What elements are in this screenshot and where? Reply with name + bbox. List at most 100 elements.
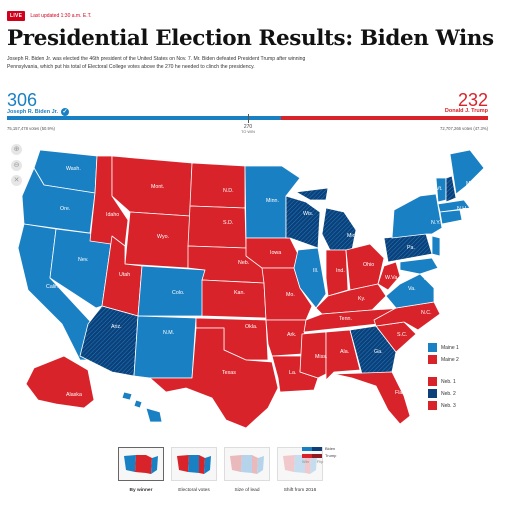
state-label: N.C. bbox=[421, 310, 432, 316]
state-label: Wash. bbox=[66, 166, 81, 172]
state-tx[interactable] bbox=[149, 327, 279, 429]
state-wy[interactable] bbox=[124, 211, 191, 269]
view-tab[interactable]: By winner bbox=[118, 447, 164, 493]
state-label: Mo. bbox=[286, 292, 295, 298]
state-label: Calif. bbox=[46, 284, 58, 290]
district-label: Neb. 1 bbox=[441, 378, 456, 385]
biden-name: Joseph R. Biden Jr. ✓ bbox=[7, 108, 70, 116]
state-label: Miss. bbox=[315, 354, 327, 360]
state-label: Wyo. bbox=[157, 234, 169, 240]
legend-key-dem: Biden bbox=[302, 446, 335, 451]
state-ga[interactable] bbox=[349, 325, 397, 375]
map-view-tabs: By winner Electoral votes Size of lead Shif… bbox=[118, 447, 323, 493]
state-ms[interactable] bbox=[299, 331, 327, 379]
state-az[interactable] bbox=[79, 305, 139, 377]
biden-bar-fill bbox=[7, 116, 281, 120]
view-tab-thumbnail bbox=[277, 447, 323, 481]
view-tab[interactable]: Shift from 2016 bbox=[277, 447, 323, 493]
state-label: Hawaii bbox=[173, 410, 189, 416]
state-al[interactable] bbox=[325, 329, 361, 381]
state-label: Fla. bbox=[395, 390, 404, 396]
flip-key-label: Flip bbox=[316, 459, 324, 464]
district-label: Neb. 3 bbox=[441, 402, 456, 409]
state-nm[interactable] bbox=[133, 315, 197, 379]
state-label: S.C. bbox=[397, 332, 407, 338]
biden-popular-vote: 75,157,478 votes (50.9%) bbox=[7, 126, 55, 131]
state-ma[interactable] bbox=[437, 199, 471, 213]
district-legend-item: Neb. 1 bbox=[428, 377, 456, 386]
summary-text: Joseph R. Biden Jr. was elected the 46th… bbox=[7, 56, 306, 71]
state-md-de[interactable] bbox=[399, 257, 439, 275]
zoom-out-icon[interactable]: ⊖ bbox=[11, 160, 22, 171]
state-sd[interactable] bbox=[187, 205, 247, 249]
live-badge: LIVE bbox=[7, 11, 26, 21]
view-tab-label: Shift from 2016 bbox=[283, 488, 317, 493]
page-title: Presidential Election Results: Biden Win… bbox=[7, 26, 494, 51]
close-icon[interactable]: ✕ bbox=[11, 175, 22, 186]
winner-check-icon: ✓ bbox=[61, 108, 70, 116]
biden-name-label: Joseph R. Biden Jr. bbox=[7, 109, 59, 115]
state-ct-ri[interactable] bbox=[439, 209, 463, 225]
district-legend-item: Maine 1 bbox=[428, 343, 459, 352]
view-tab-thumbnail bbox=[171, 447, 217, 481]
trump-bar-fill bbox=[280, 116, 488, 120]
state-ks[interactable] bbox=[201, 279, 267, 319]
state-label: N.D. bbox=[223, 188, 234, 194]
state-label: Mich. bbox=[347, 233, 360, 239]
district-swatch bbox=[428, 377, 437, 386]
gop-key-label: Trump bbox=[325, 453, 337, 458]
state-label: Utah bbox=[119, 272, 130, 278]
state-label: Mass. bbox=[467, 216, 481, 222]
state-hi[interactable] bbox=[121, 391, 163, 423]
state-label: Ky. bbox=[358, 296, 365, 302]
district-label: Maine 2 bbox=[441, 356, 459, 363]
district-label: Maine 1 bbox=[441, 344, 459, 351]
state-wv[interactable] bbox=[377, 261, 401, 291]
threshold-marker bbox=[248, 114, 249, 123]
state-label: Neb. bbox=[238, 260, 249, 266]
state-ny[interactable] bbox=[391, 193, 443, 239]
state-ak[interactable] bbox=[25, 355, 95, 409]
state-fl[interactable] bbox=[333, 371, 411, 425]
district-legend-item: Neb. 2 bbox=[428, 389, 456, 398]
state-label: Colo. bbox=[172, 290, 184, 296]
state-label: W.Va. bbox=[385, 275, 399, 281]
state-va[interactable] bbox=[385, 273, 435, 309]
state-nh[interactable] bbox=[445, 175, 457, 203]
us-election-map[interactable]: Wash. Ore. Calif. Nev. Idaho Mont. Wyo. Utah Ari… bbox=[0, 138, 515, 430]
dem-key-label: Biden bbox=[325, 446, 336, 451]
state-nd[interactable] bbox=[189, 162, 246, 209]
view-tab[interactable]: Electoral votes bbox=[171, 447, 217, 493]
legend-key-gop: Trump bbox=[302, 453, 336, 458]
view-tab[interactable]: Size of lead bbox=[224, 447, 270, 493]
state-label: Alaska bbox=[66, 392, 82, 398]
state-label: Tenn. bbox=[339, 316, 352, 322]
state-label: Vt. bbox=[436, 186, 442, 192]
trump-popular-vote: 72,707,266 votes (47.3%) bbox=[440, 126, 488, 131]
state-label: N.M. bbox=[163, 330, 174, 336]
dem-key-swatch bbox=[302, 446, 322, 451]
state-label: Mont. bbox=[151, 184, 164, 190]
state-label: Minn. bbox=[266, 198, 279, 204]
state-label: Okla. bbox=[245, 324, 257, 330]
district-swatch bbox=[428, 389, 437, 398]
state-label: Ga. bbox=[374, 349, 383, 355]
district-legend-item: Maine 2 bbox=[428, 355, 459, 364]
last-updated: Last updated 1:30 a.m. E.T. bbox=[30, 13, 92, 19]
state-label: N.J. bbox=[446, 253, 455, 259]
state-nj[interactable] bbox=[431, 235, 441, 257]
state-label: Va. bbox=[408, 286, 416, 292]
district-swatch bbox=[428, 343, 437, 352]
win-key-label: Win bbox=[302, 459, 309, 464]
state-label: Del. bbox=[446, 268, 455, 274]
view-tab-label: Size of lead bbox=[234, 488, 260, 493]
state-label: Ala. bbox=[340, 349, 349, 355]
state-ar[interactable] bbox=[265, 319, 307, 357]
state-label: La. bbox=[289, 370, 296, 376]
state-label: Ark. bbox=[287, 332, 296, 338]
state-me[interactable] bbox=[449, 149, 485, 195]
zoom-in-icon[interactable]: ⊕ bbox=[11, 144, 22, 155]
state-label: R.I. bbox=[462, 234, 470, 240]
state-oh[interactable] bbox=[345, 243, 385, 291]
view-tab-thumbnail bbox=[224, 447, 270, 481]
